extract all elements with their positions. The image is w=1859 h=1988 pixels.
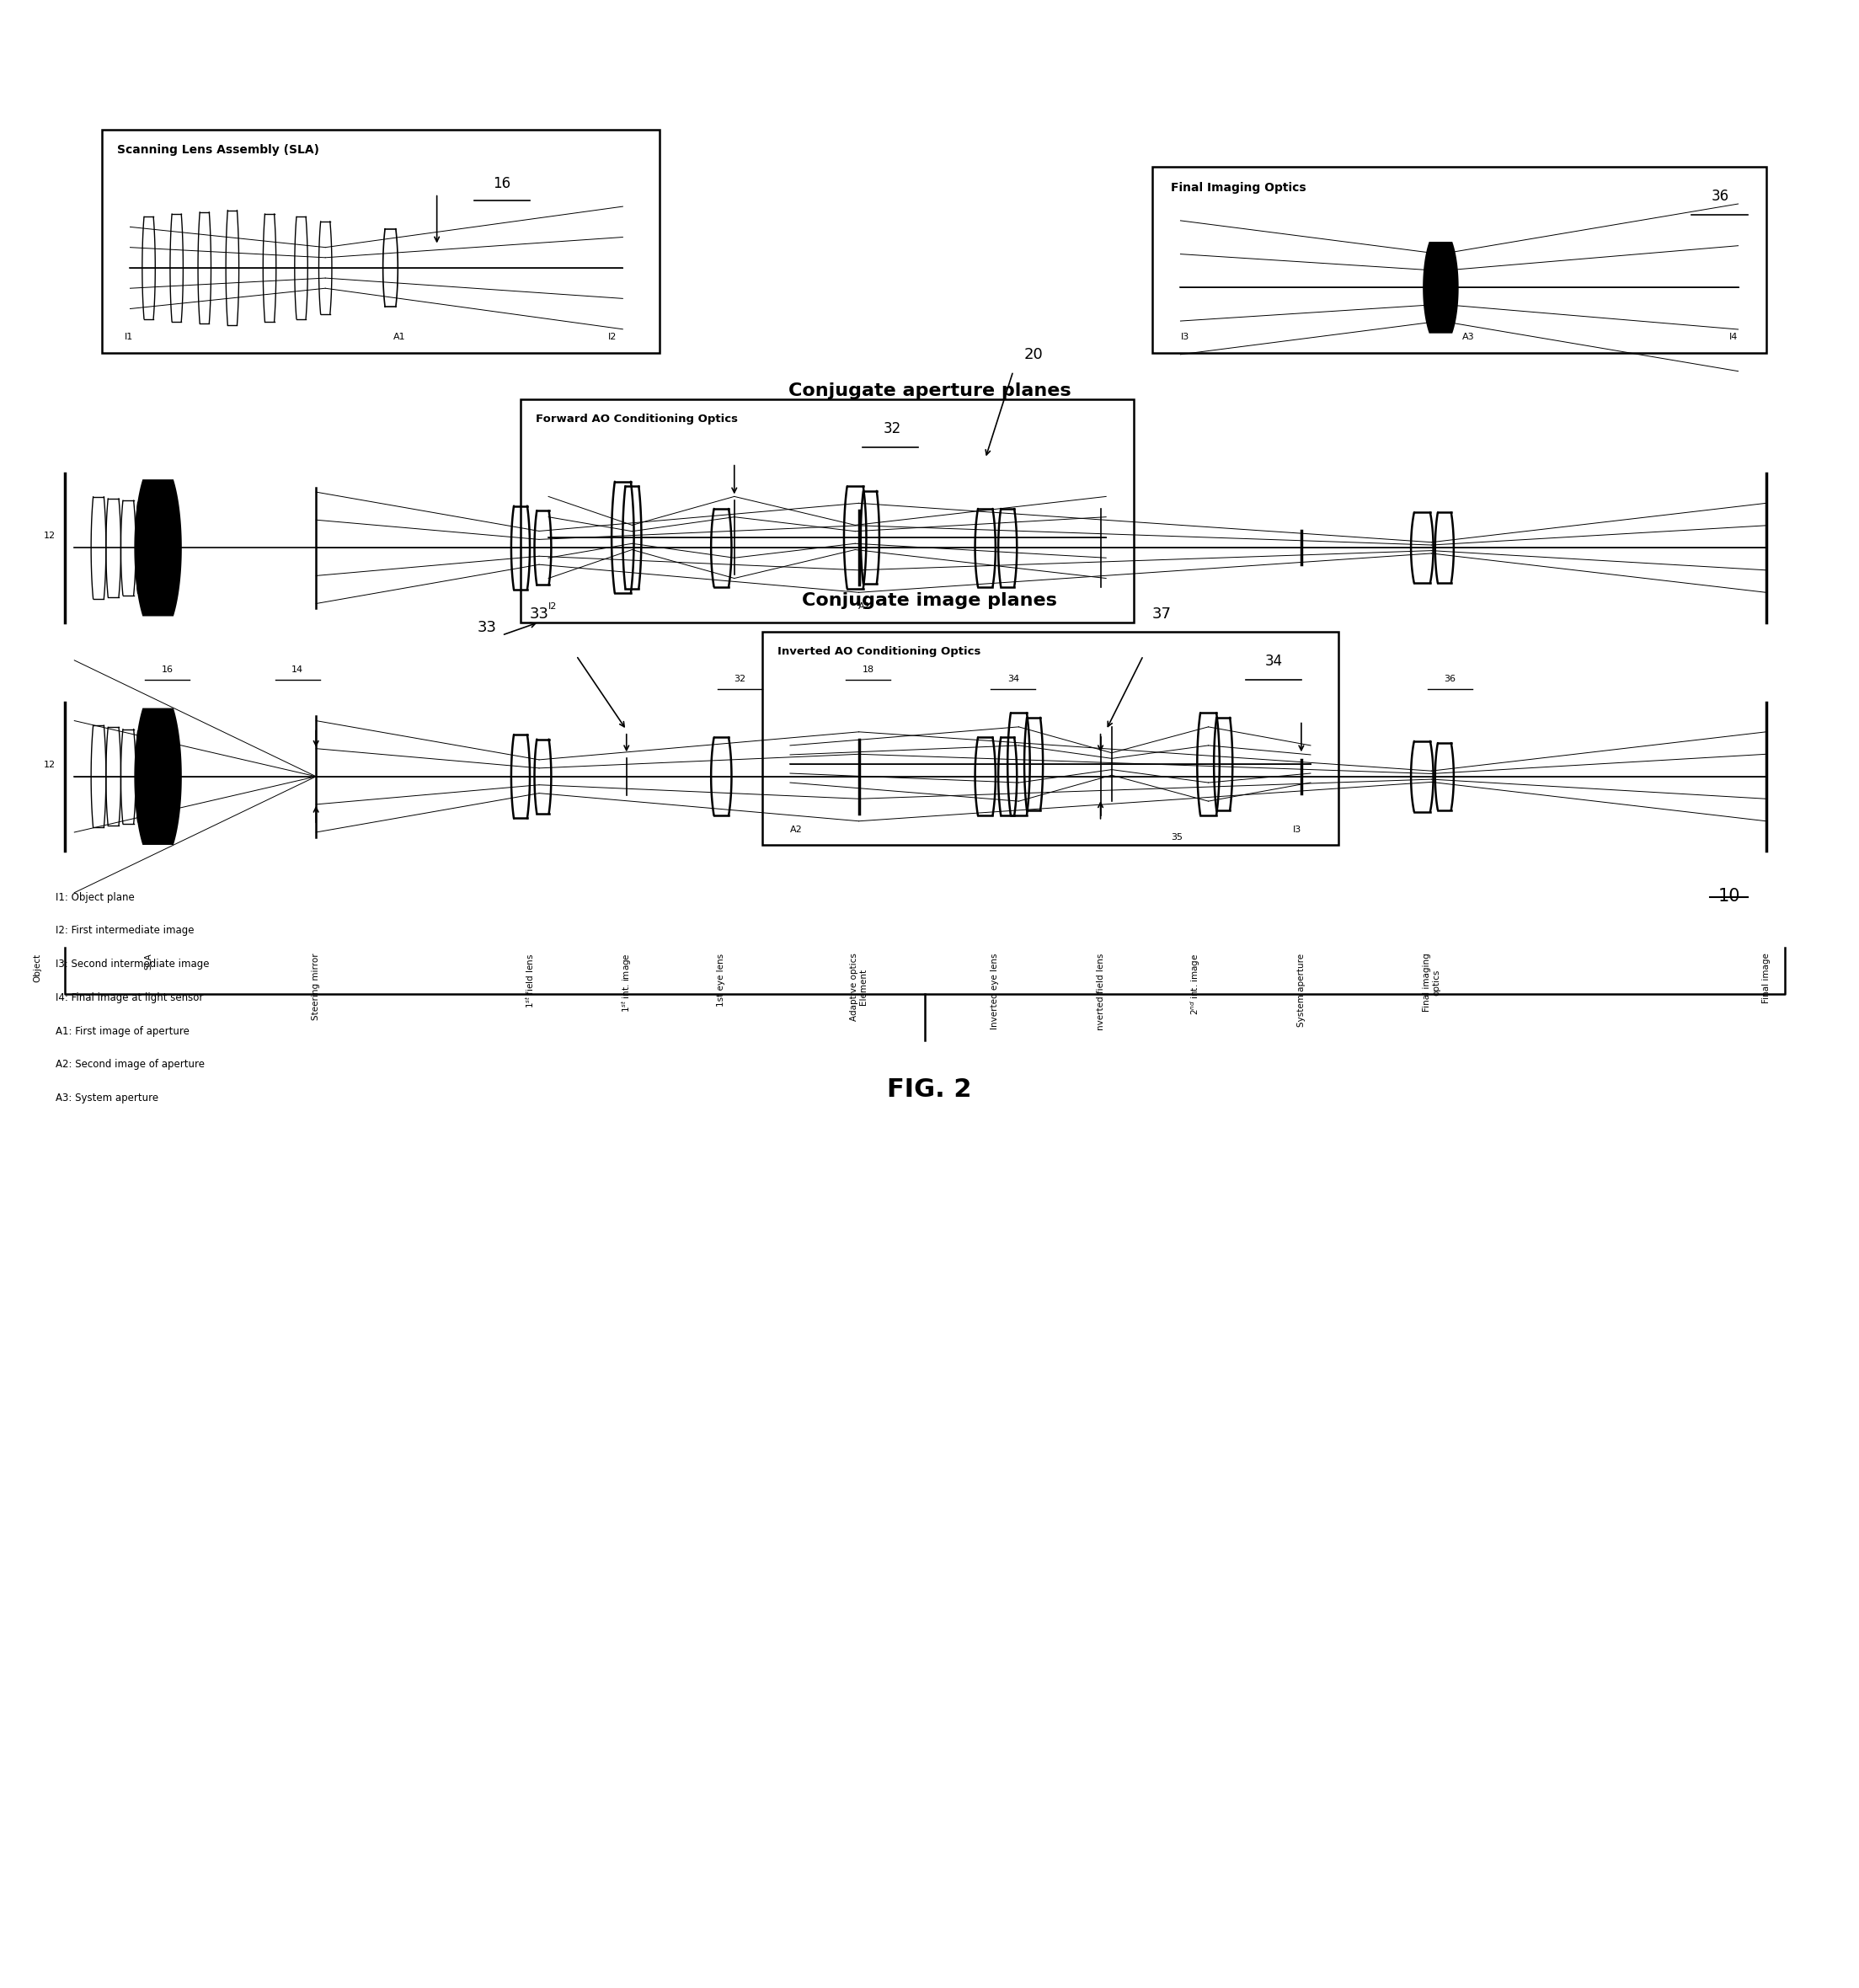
Text: A2: A2 bbox=[859, 602, 870, 610]
Text: 33: 33 bbox=[530, 606, 548, 622]
Text: 32: 32 bbox=[883, 421, 902, 437]
Polygon shape bbox=[136, 710, 180, 843]
Text: 35: 35 bbox=[1171, 833, 1182, 841]
Text: A3: A3 bbox=[1463, 334, 1474, 342]
Text: A1: First image of aperture: A1: First image of aperture bbox=[56, 1026, 190, 1036]
Text: I2: I2 bbox=[608, 334, 617, 342]
Text: A2: Second image of aperture: A2: Second image of aperture bbox=[56, 1060, 204, 1070]
Text: 14: 14 bbox=[292, 666, 303, 674]
Text: I1: Object plane: I1: Object plane bbox=[56, 893, 134, 903]
Text: I4: Final image at light sensor: I4: Final image at light sensor bbox=[56, 992, 203, 1004]
Text: I2: First intermediate image: I2: First intermediate image bbox=[56, 924, 195, 936]
Text: 34: 34 bbox=[1264, 654, 1283, 668]
Text: Final Imaging Optics: Final Imaging Optics bbox=[1171, 181, 1307, 193]
Text: I4: I4 bbox=[1729, 334, 1738, 342]
Text: 1$^{st}$ int. image: 1$^{st}$ int. image bbox=[619, 952, 634, 1012]
Text: 33: 33 bbox=[478, 620, 496, 636]
Text: I3: Second intermediate image: I3: Second intermediate image bbox=[56, 958, 210, 970]
Bar bbox=[102, 129, 660, 352]
Text: Conjugate image planes: Conjugate image planes bbox=[801, 592, 1058, 608]
Text: A1: A1 bbox=[394, 334, 405, 342]
Text: Adaptive optics
Element: Adaptive optics Element bbox=[850, 952, 868, 1022]
Text: A3: System aperture: A3: System aperture bbox=[56, 1093, 158, 1103]
Bar bbox=[521, 400, 1134, 622]
Text: Inverted eye lens: Inverted eye lens bbox=[991, 952, 998, 1030]
Text: 20: 20 bbox=[1024, 346, 1043, 362]
Text: I3: I3 bbox=[1292, 825, 1301, 835]
Text: System aperture: System aperture bbox=[1298, 952, 1305, 1026]
Text: 36: 36 bbox=[1710, 189, 1729, 205]
Text: 37: 37 bbox=[1153, 606, 1171, 622]
Text: Object: Object bbox=[33, 952, 41, 982]
Text: 34: 34 bbox=[1008, 676, 1019, 684]
Text: Inverted AO Conditioning Optics: Inverted AO Conditioning Optics bbox=[777, 646, 980, 658]
Text: 12: 12 bbox=[45, 531, 56, 541]
Text: nverted field lens: nverted field lens bbox=[1097, 952, 1104, 1030]
Text: 16: 16 bbox=[493, 177, 511, 191]
Text: Forward AO Conditioning Optics: Forward AO Conditioning Optics bbox=[535, 414, 738, 425]
Text: 10: 10 bbox=[1718, 887, 1740, 905]
Text: I3: I3 bbox=[1180, 334, 1190, 342]
Polygon shape bbox=[1424, 243, 1457, 332]
Text: FIG. 2: FIG. 2 bbox=[887, 1077, 972, 1101]
Text: 36: 36 bbox=[1444, 676, 1456, 684]
Text: Steering mirror: Steering mirror bbox=[312, 952, 320, 1020]
Text: 18: 18 bbox=[863, 666, 874, 674]
Text: Final image: Final image bbox=[1762, 952, 1770, 1004]
Text: 16: 16 bbox=[162, 666, 173, 674]
Text: Conjugate aperture planes: Conjugate aperture planes bbox=[788, 382, 1071, 400]
Text: Final imaging
optics: Final imaging optics bbox=[1422, 952, 1441, 1012]
Text: 1st eye lens: 1st eye lens bbox=[718, 952, 725, 1006]
Text: SLA: SLA bbox=[145, 952, 152, 970]
Text: I1: I1 bbox=[125, 334, 134, 342]
Bar bbox=[1153, 167, 1766, 352]
Bar bbox=[762, 632, 1338, 845]
Text: 2$^{nd}$ int. image: 2$^{nd}$ int. image bbox=[1188, 952, 1203, 1016]
Text: Scanning Lens Assembly (SLA): Scanning Lens Assembly (SLA) bbox=[117, 145, 320, 157]
Text: 12: 12 bbox=[45, 761, 56, 769]
Polygon shape bbox=[136, 481, 180, 614]
Text: I2: I2 bbox=[548, 602, 558, 610]
Text: A2: A2 bbox=[790, 825, 803, 835]
Text: 1$^{st}$ field lens: 1$^{st}$ field lens bbox=[524, 952, 535, 1008]
Text: 32: 32 bbox=[734, 676, 745, 684]
